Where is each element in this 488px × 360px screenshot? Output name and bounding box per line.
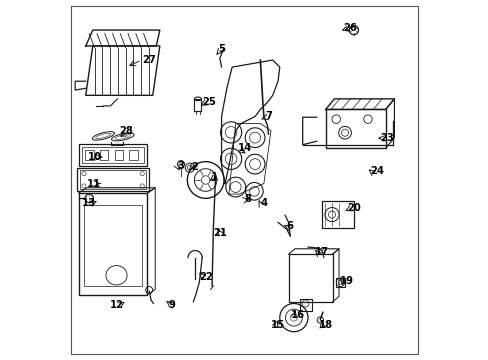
Text: 23: 23 [380,133,393,143]
Text: 26: 26 [343,23,357,33]
Text: 12: 12 [110,300,123,310]
Text: 2: 2 [191,162,198,172]
Text: 18: 18 [318,320,332,330]
Bar [79,193,147,294]
Text: 17: 17 [314,247,328,257]
Bar [325,109,385,148]
Bar [114,150,123,160]
Text: 13: 13 [81,198,95,208]
Text: 3: 3 [177,161,184,171]
Text: 15: 15 [270,320,285,330]
Bar [335,278,345,287]
Text: 5: 5 [218,45,224,54]
Text: 27: 27 [142,55,156,65]
Text: 11: 11 [86,179,101,189]
Bar [100,150,108,160]
Bar [80,171,146,189]
Bar [77,168,149,191]
Bar [129,150,138,160]
Bar [288,254,332,302]
Text: 25: 25 [202,98,216,107]
Text: 20: 20 [346,203,360,213]
Text: 19: 19 [339,275,353,285]
Bar [299,299,311,311]
Bar [85,150,93,160]
Text: 4: 4 [260,198,267,208]
Text: 14: 14 [237,143,251,153]
Bar [82,147,143,163]
Text: 1: 1 [210,172,218,182]
Text: 6: 6 [286,221,293,231]
Text: 21: 21 [212,228,226,238]
Text: 16: 16 [290,310,304,320]
Text: 10: 10 [87,152,102,162]
Bar [322,201,353,228]
Bar [79,144,147,166]
Text: 8: 8 [244,194,251,204]
Text: 28: 28 [119,126,133,136]
Text: 7: 7 [265,112,272,121]
Text: 9: 9 [168,300,175,310]
Bar [84,206,142,286]
Text: 22: 22 [199,272,212,282]
Text: 24: 24 [369,166,383,176]
